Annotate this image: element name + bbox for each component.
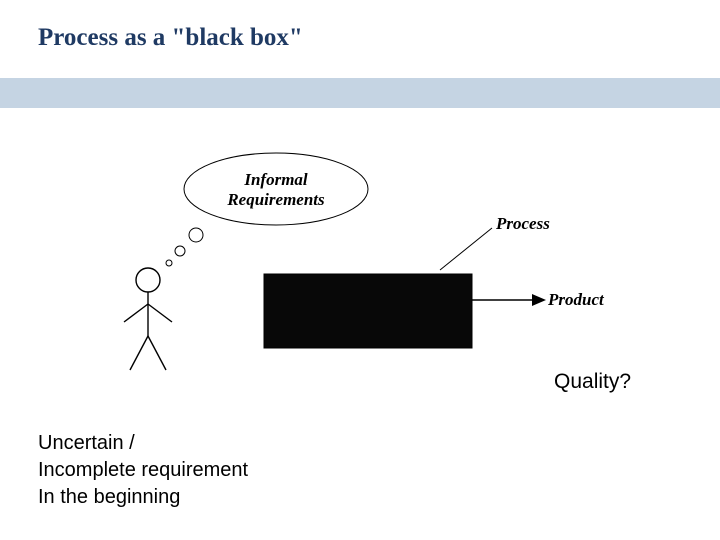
footer-line2: Incomplete requirement: [38, 459, 248, 481]
slide-title: Process as a "black box": [38, 24, 303, 52]
stick-figure: [124, 268, 172, 370]
accent-band: [0, 78, 720, 108]
product-label: Product: [548, 290, 604, 310]
black-box: [264, 274, 472, 348]
thought-puff: [175, 246, 185, 256]
footer-line3: In the beginning: [38, 486, 180, 508]
thought-puff: [189, 228, 203, 242]
bubble-line2: Requirements: [227, 190, 324, 209]
informal-requirements-label: Informal Requirements: [214, 170, 338, 209]
bubble-line1: Informal: [244, 170, 307, 189]
diagram-svg: [0, 120, 720, 400]
thought-puff: [166, 260, 172, 266]
process-connector: [440, 228, 492, 270]
quality-label: Quality?: [554, 370, 631, 394]
process-label: Process: [496, 214, 550, 234]
output-arrow-head: [532, 294, 546, 306]
footer-note: Uncertain / Incomplete requirement In th…: [38, 430, 248, 511]
diagram-area: Informal Requirements Process Product Qu…: [0, 120, 720, 400]
title-band: Process as a "black box": [0, 0, 720, 78]
footer-line1: Uncertain /: [38, 432, 135, 454]
